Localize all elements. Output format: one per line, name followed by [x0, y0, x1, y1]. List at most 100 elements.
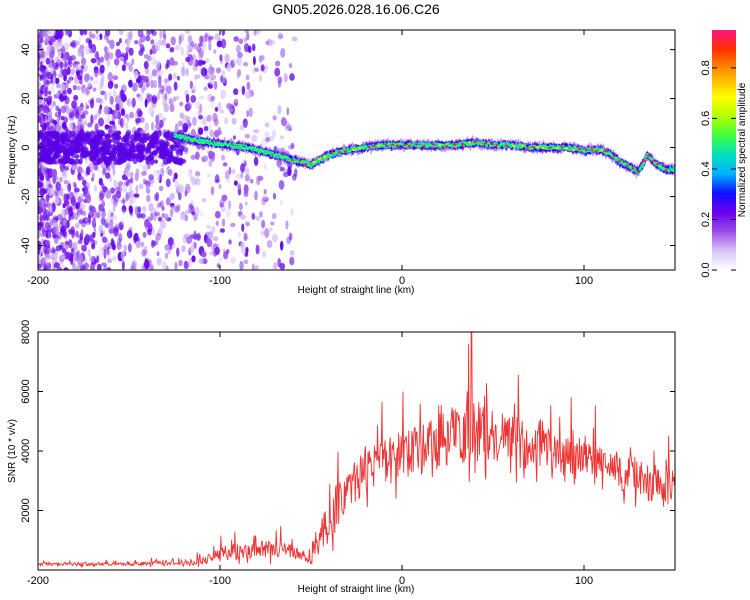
noise-speck: [279, 166, 285, 172]
noise-speck: [157, 112, 163, 119]
ridge-peak: [531, 145, 535, 149]
noise-speck: [206, 114, 212, 122]
ridge-cell: [574, 146, 577, 148]
ridge-peak: [343, 150, 348, 153]
noise-speck: [190, 175, 194, 183]
noise-speck: [71, 100, 77, 110]
ridge-cell: [582, 150, 586, 153]
noise-speck: [226, 63, 232, 72]
noise-speck: [122, 197, 126, 206]
ridge-peak: [548, 146, 552, 149]
noise-speck: [148, 202, 154, 212]
spectrogram-y-tick-label: 20: [20, 92, 32, 104]
noise-speck: [77, 69, 84, 75]
noise-speck: [67, 60, 73, 68]
noise-speck: [178, 259, 183, 267]
noise-speck: [69, 140, 78, 146]
noise-speck: [65, 30, 71, 34]
ridge-peak: [330, 151, 334, 154]
noise-speck: [96, 263, 102, 270]
noise-speck: [126, 114, 130, 122]
ridge-cell: [371, 146, 374, 149]
noise-speck: [83, 216, 89, 224]
noise-speck: [83, 185, 89, 195]
noise-speck: [172, 158, 179, 165]
noise-speck: [198, 258, 205, 265]
ridge-cell: [254, 146, 257, 149]
noise-speck: [188, 168, 193, 178]
noise-speck: [59, 133, 68, 141]
ridge-cell: [300, 162, 303, 165]
noise-speck: [47, 107, 52, 113]
noise-speck: [274, 67, 281, 77]
noise-speck: [232, 135, 237, 140]
noise-speck: [123, 113, 128, 119]
noise-speck: [156, 169, 163, 175]
noise-speck: [161, 117, 167, 122]
noise-speck: [77, 106, 84, 112]
noise-speck: [158, 69, 164, 76]
ridge-cell: [277, 156, 280, 159]
noise-speck: [48, 40, 53, 46]
colorbar-gradient: [712, 30, 736, 270]
noise-speck: [60, 105, 67, 114]
noise-speck: [90, 114, 94, 125]
noise-speck: [128, 63, 133, 73]
noise-speck: [204, 32, 208, 43]
noise-speck: [141, 171, 147, 176]
ridge-cell: [181, 136, 184, 139]
noise-speck: [128, 182, 133, 192]
noise-speck: [123, 135, 130, 143]
noise-speck: [283, 73, 288, 83]
noise-speck: [48, 157, 56, 163]
colorbar-label: Normalized spectral amplitude: [737, 82, 748, 217]
ridge-cell: [405, 144, 409, 147]
noise-speck: [98, 205, 103, 211]
noise-speck: [224, 170, 230, 180]
ridge-cell: [220, 142, 223, 144]
noise-speck: [65, 137, 72, 143]
noise-speck: [128, 79, 133, 88]
noise-speck: [115, 110, 119, 119]
noise-speck: [164, 82, 168, 92]
ridge-peak: [467, 140, 472, 144]
noise-speck: [217, 101, 222, 111]
noise-speck: [54, 56, 60, 64]
noise-speck: [251, 263, 255, 270]
ridge-cell: [194, 137, 197, 140]
noise-speck: [135, 117, 141, 124]
noise-speck: [113, 227, 119, 237]
ridge-cell: [238, 145, 242, 148]
noise-speck: [38, 150, 46, 158]
noise-speck: [85, 133, 92, 138]
noise-speck: [156, 45, 160, 52]
noise-speck: [189, 246, 195, 254]
noise-speck: [59, 176, 63, 183]
noise-speck: [149, 183, 154, 188]
ridge-cell: [471, 140, 474, 143]
noise-speck: [129, 189, 134, 199]
noise-speck: [77, 211, 81, 217]
noise-speck: [59, 61, 64, 69]
noise-speck: [225, 249, 230, 255]
ridge-cell: [231, 146, 234, 149]
noise-speck: [93, 114, 98, 121]
noise-speck: [196, 46, 202, 53]
ridge-cell: [488, 145, 492, 148]
noise-speck: [131, 261, 136, 269]
noise-speck: [74, 63, 80, 72]
noise-speck: [120, 219, 125, 225]
noise-speck: [45, 34, 49, 44]
ridge-cell: [553, 146, 556, 148]
noise-speck: [98, 224, 104, 234]
noise-speck: [106, 39, 111, 44]
noise-speck: [228, 239, 232, 245]
noise-speck: [290, 208, 294, 217]
ridge-cell: [543, 144, 546, 147]
ridge-cell: [268, 151, 271, 154]
noise-speck: [177, 120, 184, 126]
noise-speck: [83, 120, 87, 126]
noise-speck: [95, 34, 101, 42]
ridge-cell: [205, 139, 208, 141]
noise-speck: [291, 36, 298, 42]
